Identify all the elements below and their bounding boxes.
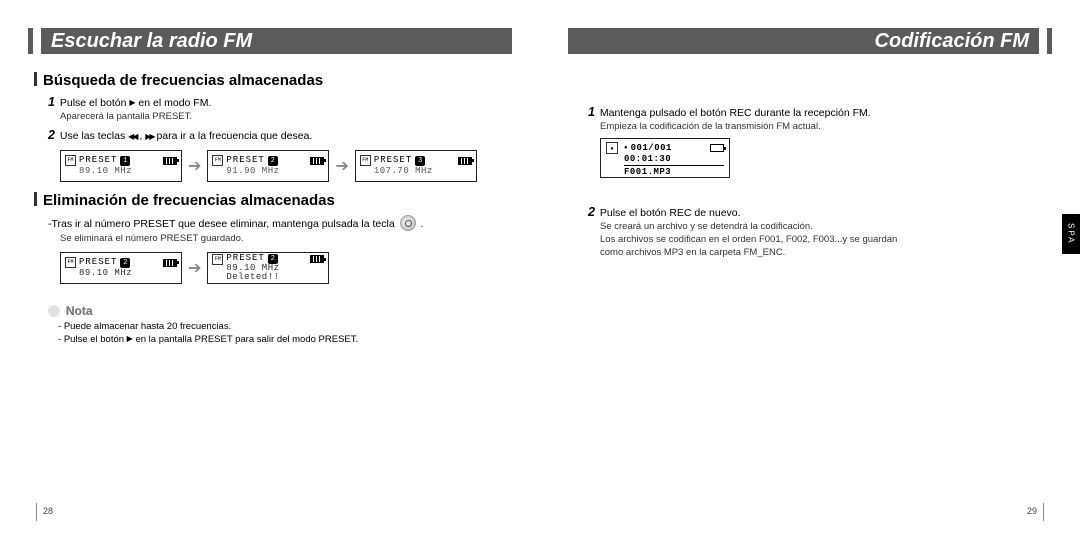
step-number: 1	[48, 95, 55, 109]
page-num-divider-icon	[1043, 503, 1044, 521]
lcd-preset-deleted: FMPRESET2 89.10 MHz Deleted!!	[207, 252, 329, 284]
delete-screens-row: FMPRESET2 89.10 MHz FMPRESET2 89.10 MHz …	[60, 252, 512, 284]
note-block: Nota Puede almacenar hasta 20 frecuencia…	[48, 304, 512, 345]
spacer	[568, 186, 1052, 202]
preset-label: PRESET	[79, 258, 117, 268]
step-text: ,	[136, 130, 145, 142]
page-right: Codificación FM 1 Mantenga pulsado el bo…	[540, 0, 1080, 539]
note-item: Pulse el botón en la pantalla PRESET par…	[58, 334, 512, 345]
step-subtext: Empieza la codificación de la transmisió…	[600, 121, 1052, 132]
record-icon	[606, 142, 618, 154]
lcd-preset: FMPRESET3 107.70 MHz	[355, 150, 477, 182]
deleted-label: Deleted!!	[226, 273, 324, 283]
page-number: 28	[30, 503, 53, 521]
heading-bar-icon	[34, 72, 37, 86]
page-title: Escuchar la radio FM	[51, 30, 252, 53]
heading-text: Búsqueda de frecuencias almacenadas	[43, 72, 323, 89]
page-number: 29	[1027, 503, 1050, 521]
section-heading-search: Búsqueda de frecuencias almacenadas	[34, 72, 512, 89]
step-text: Pulse el botón REC de nuevo.	[600, 207, 741, 219]
battery-icon	[310, 157, 324, 165]
preset-label: PRESET	[374, 156, 412, 166]
preset-number: 2	[120, 258, 130, 268]
elapsed-time: 00:01:30	[624, 154, 724, 164]
page-title-row: Escuchar la radio FM	[28, 28, 512, 54]
arrow-right-icon	[188, 258, 201, 278]
page-num-divider-icon	[36, 503, 37, 521]
language-tab: SPA	[1062, 214, 1080, 254]
note-heading: Nota	[48, 304, 512, 318]
page-number-value: 29	[1027, 506, 1037, 516]
title-accent-right	[1047, 28, 1052, 54]
lcd-preset: FMPRESET1 89.10 MHz	[60, 150, 182, 182]
step-text: para ir a la frecuencia que desea.	[154, 130, 313, 142]
step: 2 Pulse el botón REC de nuevo.	[588, 205, 1052, 219]
step-number: 2	[48, 128, 55, 142]
step-text: en el modo FM.	[136, 97, 212, 109]
battery-icon	[163, 157, 177, 165]
step: 1 Pulse el botón en el modo FM.	[48, 95, 512, 109]
recording-filename: F001.MP3	[624, 165, 724, 177]
fm-badge-icon: FM	[212, 254, 223, 265]
lcd-recording: 001/001 00:01:30 F001.MP3	[600, 138, 730, 178]
preset-frequency: 89.10 MHz	[79, 269, 177, 279]
page-title-bar: Codificación FM	[568, 28, 1039, 54]
page-title: Codificación FM	[875, 30, 1029, 53]
preset-label: PRESET	[79, 156, 117, 166]
note-title: Nota	[66, 304, 93, 318]
step-text: Mantenga pulsado el botón REC durante la…	[600, 107, 871, 119]
step-number: 1	[588, 105, 595, 119]
battery-icon	[310, 255, 324, 263]
text-fragment: .	[418, 218, 424, 230]
page-title-row: Codificación FM	[568, 28, 1052, 54]
preset-frequency: 89.10 MHz	[79, 167, 177, 177]
step-text: Use las teclas	[60, 130, 128, 142]
fastforward-icon	[145, 130, 153, 142]
spacer	[568, 72, 1052, 102]
step-subtext: Los archivos se codifican en el orden F0…	[600, 234, 1052, 245]
step-subtext: Se eliminará el número PRESET guardado.	[60, 233, 512, 244]
page-title-bar: Escuchar la radio FM	[41, 28, 512, 54]
battery-icon	[163, 259, 177, 267]
arrow-right-icon	[188, 156, 201, 176]
preset-number: 1	[120, 156, 130, 166]
step: 2 Use las teclas , para ir a la frecuenc…	[48, 128, 512, 142]
fm-badge-icon: FM	[212, 155, 223, 166]
preset-screens-row: FMPRESET1 89.10 MHz FMPRESET2 91.90 MHz …	[60, 150, 512, 182]
rec-dot-icon	[624, 143, 631, 153]
lcd-preset: FMPRESET2 89.10 MHz	[60, 252, 182, 284]
section-heading-delete: Eliminación de frecuencias almacenadas	[34, 192, 512, 209]
text-fragment: -Tras ir al número PRESET que desee elim…	[48, 218, 398, 230]
text-fragment: en la pantalla PRESET para salir del mod…	[133, 334, 358, 345]
note-bullet-icon	[48, 305, 60, 317]
fm-badge-icon: FM	[65, 257, 76, 268]
body-text: -Tras ir al número PRESET que desee elim…	[48, 215, 512, 231]
step-number: 2	[588, 205, 595, 219]
fm-badge-icon: FM	[65, 155, 76, 166]
page-left: Escuchar la radio FM Búsqueda de frecuen…	[0, 0, 540, 539]
preset-frequency: 107.70 MHz	[374, 167, 472, 177]
step-subtext: como archivos MP3 en la carpeta FM_ENC.	[600, 247, 1052, 258]
heading-text: Eliminación de frecuencias almacenadas	[43, 192, 335, 209]
preset-number: 2	[268, 156, 278, 166]
preset-number: 3	[415, 156, 425, 166]
lcd-preset: FMPRESET 2 91.90 MHz	[207, 150, 329, 182]
heading-bar-icon	[34, 192, 37, 206]
note-item: Puede almacenar hasta 20 frecuencias.	[58, 321, 512, 332]
title-accent-left	[28, 28, 33, 54]
preset-label: PRESET	[226, 156, 264, 166]
page-number-value: 28	[43, 506, 53, 516]
arrow-right-icon	[335, 156, 348, 176]
step-text: Pulse el botón	[60, 97, 129, 109]
step: 1 Mantenga pulsado el botón REC durante …	[588, 105, 1052, 119]
text-fragment: Pulse el botón	[64, 334, 127, 345]
step-subtext: Aparecerá la pantalla PRESET.	[60, 111, 512, 122]
battery-icon	[458, 157, 472, 165]
track-counter: 001/001	[631, 143, 672, 153]
fm-badge-icon: FM	[360, 155, 371, 166]
select-button-icon	[400, 215, 416, 231]
battery-icon	[710, 144, 724, 152]
step-subtext: Se creará un archivo y se detendrá la co…	[600, 221, 1052, 232]
preset-frequency: 91.90 MHz	[226, 167, 324, 177]
